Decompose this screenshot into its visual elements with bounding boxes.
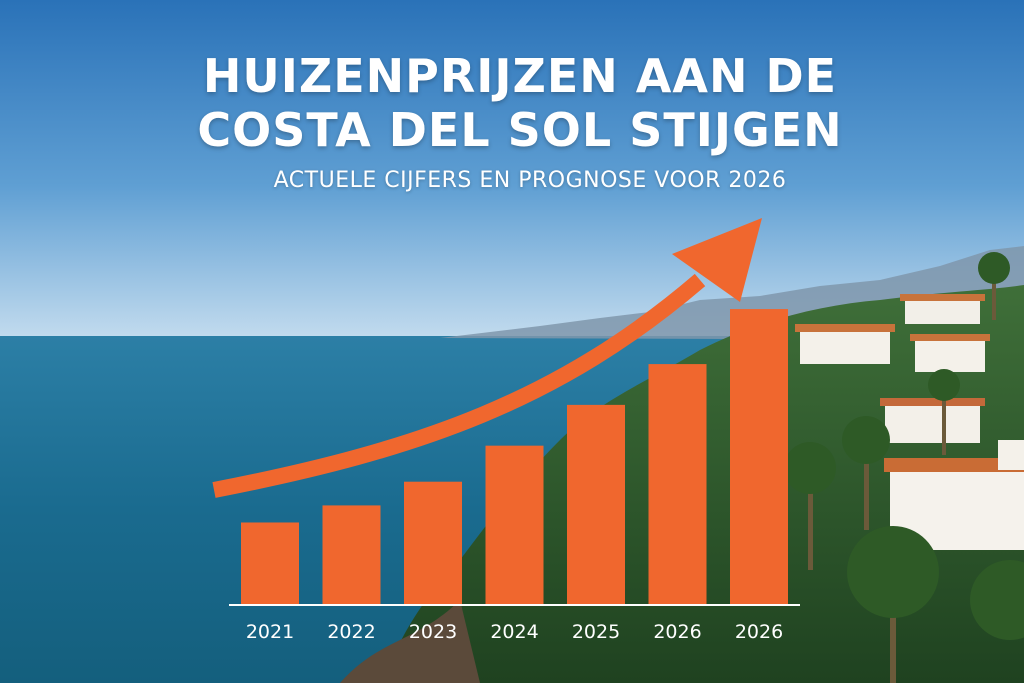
bar-4: [485, 445, 544, 605]
bar-2: [322, 505, 381, 605]
sky: [0, 0, 1024, 338]
palm-trees: [784, 252, 1024, 683]
x-tick-label: 2026: [735, 621, 783, 643]
bar-7: [730, 309, 788, 605]
x-tick-label: 2022: [327, 621, 375, 643]
headline-line-2: COSTA DEL SOL STIJGEN: [197, 103, 843, 157]
bar-1: [241, 522, 299, 605]
headline-line-1: HUIZENPRIJZEN AAN DE: [202, 49, 838, 103]
x-tick-label: 2021: [246, 621, 294, 643]
x-tick-label: 2024: [490, 621, 538, 643]
rocky-shore: [340, 600, 480, 683]
bar-3: [404, 481, 462, 605]
x-tick-label: 2023: [409, 621, 457, 643]
x-tick-label: 2025: [572, 621, 620, 643]
trend-arrow: [212, 218, 762, 498]
x-tick-label: 2026: [653, 621, 701, 643]
subtitle: ACTUELE CIJFERS EN PROGNOSE VOOR 2026: [273, 168, 787, 193]
bar-6: [648, 364, 707, 605]
bar-5: [567, 404, 625, 605]
